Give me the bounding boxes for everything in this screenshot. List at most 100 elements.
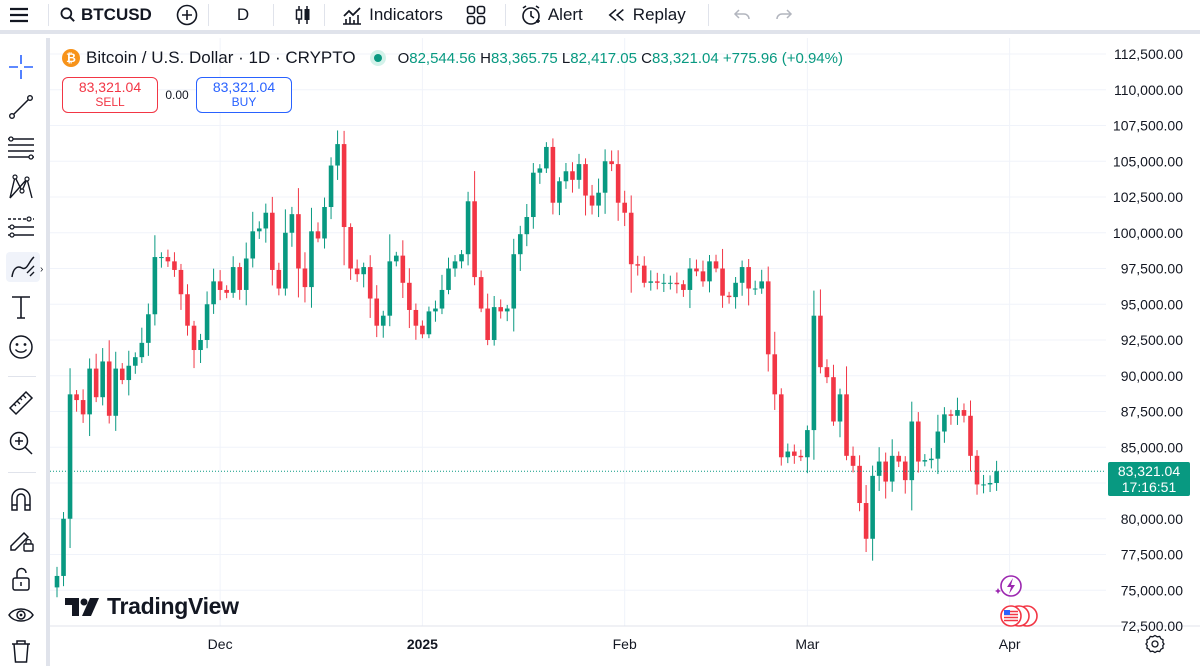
candle	[948, 409, 954, 425]
interval-button[interactable]: D	[237, 0, 249, 30]
candle-body	[583, 164, 588, 196]
candle	[322, 197, 327, 249]
candle	[661, 273, 667, 292]
candle	[211, 268, 216, 314]
price-chart[interactable]: 75,000.00 77,500.00 80,000.00 85,000.00 87,5…	[50, 38, 1200, 666]
compare-symbol-button[interactable]	[176, 0, 198, 30]
templates-button[interactable]	[465, 0, 487, 30]
candle-body	[850, 455, 856, 466]
replay-button[interactable]: Replay	[607, 0, 686, 30]
fib-tool[interactable]	[6, 132, 36, 162]
symbol-description[interactable]: Bitcoin / U.S. Dollar · 1D · CRYPTO	[86, 48, 356, 67]
candle	[765, 266, 771, 372]
settings-gear-icon[interactable]	[1145, 634, 1165, 654]
trend-line-tool[interactable]	[6, 92, 36, 122]
menu-icon[interactable]	[8, 0, 30, 30]
candle	[400, 240, 406, 298]
candle-body	[916, 421, 921, 462]
candle-body	[531, 172, 536, 218]
candle	[498, 299, 503, 319]
price-tick-label: 100,000.00	[1113, 225, 1183, 241]
candle	[681, 280, 686, 297]
candle-body	[139, 342, 145, 358]
sell-button[interactable]: 83,321.04 SELL	[62, 77, 158, 113]
candle	[93, 353, 99, 403]
candle	[544, 142, 549, 173]
buy-price: 83,321.04	[212, 79, 276, 95]
candle	[243, 242, 249, 306]
brush-tool[interactable]	[6, 252, 40, 282]
stay-in-drawing-mode-tool[interactable]	[6, 524, 36, 554]
candle	[772, 331, 778, 410]
candle-body	[589, 195, 595, 206]
candle	[615, 150, 621, 221]
zoom-in-icon	[9, 431, 33, 455]
candle-body	[772, 354, 778, 395]
candle	[524, 204, 530, 247]
buy-button[interactable]: 83,321.04 BUY	[196, 77, 292, 113]
candle	[863, 485, 869, 553]
candle-body	[570, 171, 575, 180]
candle-body	[478, 277, 484, 309]
lightning-icon	[995, 575, 1022, 597]
candle-body	[713, 261, 719, 269]
time-tick-label: Apr	[999, 636, 1021, 652]
candle-body	[596, 192, 601, 206]
candle-body	[361, 267, 366, 275]
chevron-right-icon[interactable]: ›	[40, 264, 44, 275]
symbol-search-button[interactable]: BTCUSD	[59, 0, 152, 30]
crosshair-tool[interactable]	[6, 52, 36, 82]
current-price: 83,321.04	[1117, 463, 1181, 479]
candle-body	[283, 232, 288, 289]
candle-body	[159, 257, 164, 259]
fib-retracement-icon	[8, 136, 34, 160]
measure-tool[interactable]	[6, 388, 36, 418]
candle	[857, 455, 862, 512]
toolbar-divider	[207, 4, 209, 26]
candle-body	[328, 165, 334, 208]
price-axis: 75,000.00 77,500.00 80,000.00 85,000.00 87,5…	[1113, 46, 1183, 634]
trash-icon	[12, 640, 30, 663]
candle	[250, 211, 256, 268]
hide-drawings-tool[interactable]	[6, 600, 36, 630]
candle-body	[896, 455, 902, 462]
undo-button[interactable]	[731, 0, 753, 30]
candle-body	[191, 325, 197, 351]
chart-area[interactable]: 75,000.00 77,500.00 80,000.00 85,000.00 87,5…	[50, 38, 1200, 666]
undo-icon	[733, 9, 750, 20]
candle	[655, 272, 660, 290]
text-tool[interactable]	[6, 292, 36, 322]
time-tick-label: Dec	[208, 636, 233, 652]
candle-body	[296, 214, 301, 269]
remove-drawings-tool[interactable]	[6, 636, 36, 666]
candles	[50, 130, 1106, 598]
sell-label: SELL	[95, 95, 125, 109]
candle	[459, 250, 464, 269]
magnet-tool[interactable]	[6, 484, 36, 514]
candle-body	[511, 254, 517, 309]
candle	[106, 340, 112, 424]
candle-body	[641, 265, 647, 283]
forecast-tool[interactable]	[6, 212, 36, 242]
pattern-tool[interactable]	[6, 172, 36, 202]
price-tick-label: 112,500.00	[1114, 46, 1183, 62]
indicators-button[interactable]: Indicators	[341, 0, 443, 30]
candle-body	[557, 181, 562, 203]
ruler-icon	[8, 390, 34, 416]
candle-body	[674, 282, 680, 285]
candle	[433, 300, 438, 322]
zoom-tool[interactable]	[6, 428, 36, 458]
market-status-icon[interactable]	[373, 54, 382, 62]
events-badges[interactable]	[995, 574, 1039, 628]
tradingview-logo[interactable]: TradingView	[65, 593, 239, 620]
candle	[446, 257, 451, 295]
chart-type-button[interactable]	[292, 0, 314, 30]
alert-button[interactable]: Alert	[520, 0, 583, 30]
candle-body	[844, 394, 849, 456]
redo-button[interactable]	[773, 0, 795, 30]
lock-drawings-tool[interactable]	[6, 564, 36, 594]
candle	[628, 195, 634, 293]
emoji-tool[interactable]	[6, 332, 36, 362]
candle-body	[733, 282, 738, 298]
candle-body	[165, 257, 171, 262]
